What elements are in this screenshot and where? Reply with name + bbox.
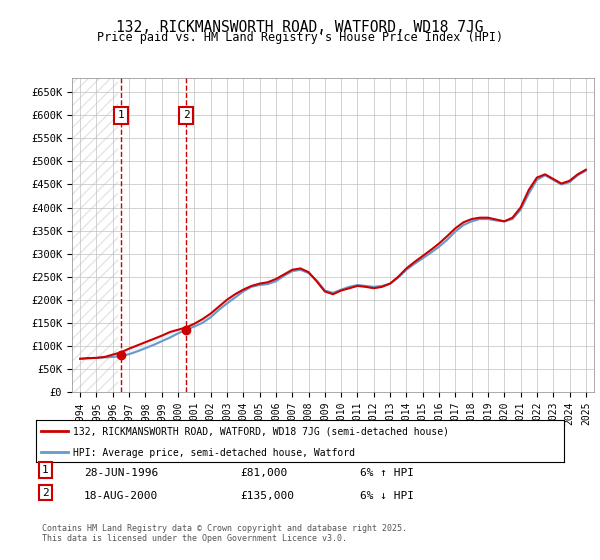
Text: 132, RICKMANSWORTH ROAD, WATFORD, WD18 7JG (semi-detached house): 132, RICKMANSWORTH ROAD, WATFORD, WD18 7… xyxy=(73,427,449,437)
Bar xyxy=(72,78,118,392)
Text: 18-AUG-2000: 18-AUG-2000 xyxy=(84,491,158,501)
Text: 1: 1 xyxy=(118,110,124,120)
Text: 6% ↓ HPI: 6% ↓ HPI xyxy=(360,491,414,501)
Text: 28-JUN-1996: 28-JUN-1996 xyxy=(84,468,158,478)
Text: Contains HM Land Registry data © Crown copyright and database right 2025.
This d: Contains HM Land Registry data © Crown c… xyxy=(42,524,407,543)
Text: £81,000: £81,000 xyxy=(240,468,287,478)
Text: 132, RICKMANSWORTH ROAD, WATFORD, WD18 7JG: 132, RICKMANSWORTH ROAD, WATFORD, WD18 7… xyxy=(116,20,484,35)
Text: HPI: Average price, semi-detached house, Watford: HPI: Average price, semi-detached house,… xyxy=(73,448,355,458)
Text: Price paid vs. HM Land Registry's House Price Index (HPI): Price paid vs. HM Land Registry's House … xyxy=(97,31,503,44)
Text: 2: 2 xyxy=(183,110,190,120)
Text: £135,000: £135,000 xyxy=(240,491,294,501)
Text: 2: 2 xyxy=(42,488,49,498)
Text: 1: 1 xyxy=(42,465,49,475)
Text: 6% ↑ HPI: 6% ↑ HPI xyxy=(360,468,414,478)
